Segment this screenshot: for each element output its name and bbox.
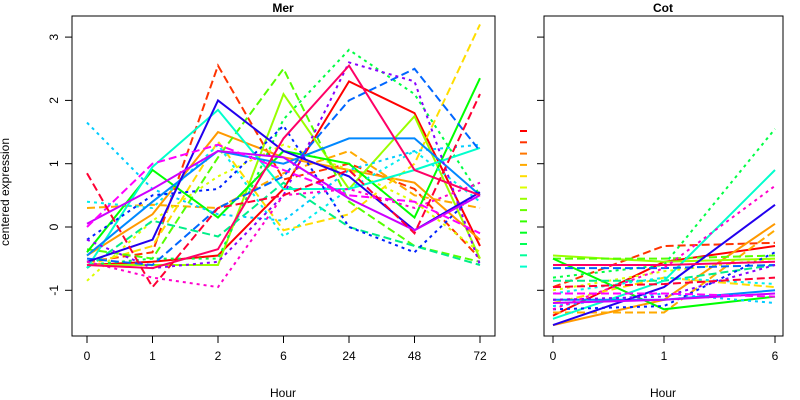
x-tick-label: 72 <box>473 349 487 363</box>
series-line-s19 <box>552 264 776 301</box>
series-line-s16 <box>86 67 481 267</box>
y-tick-label: -1 <box>47 285 61 296</box>
x-tick-label: 48 <box>408 349 422 363</box>
series-line-s20 <box>86 149 481 232</box>
y-tick-label: 1 <box>47 160 61 167</box>
x-axis-label-cot: Hour <box>650 386 676 400</box>
panel-cot: Cot Hour 0 1 6 <box>537 1 784 400</box>
series-line-s24 <box>86 93 481 289</box>
series-line-s20 <box>552 292 776 304</box>
y-tick-label: 0 <box>47 223 61 230</box>
series-line-s4 <box>86 149 481 210</box>
y-tick-label: 3 <box>47 33 61 40</box>
x-tick-label: 0 <box>550 349 557 363</box>
x-tick-label: 1 <box>149 349 156 363</box>
series-line-s21 <box>552 185 776 311</box>
x-tick-label: 1 <box>661 349 668 363</box>
series-line-s23 <box>553 260 776 266</box>
x-tick-label: 6 <box>280 349 287 363</box>
y-tick-label: 2 <box>47 97 61 104</box>
series-line-s12 <box>552 169 776 320</box>
series-line-s2 <box>86 63 481 263</box>
series-line-s13 <box>86 143 481 238</box>
plot-area <box>552 128 776 327</box>
series-line-s6 <box>552 257 776 292</box>
series-line-s18 <box>552 203 776 327</box>
series-line-s10 <box>552 128 776 279</box>
series-line-s10 <box>86 48 481 266</box>
series-line-s23 <box>86 63 481 270</box>
x-tick-label: 0 <box>84 349 91 363</box>
series-line-s22 <box>553 292 776 298</box>
x-tick-label: 24 <box>342 349 356 363</box>
panel-mer: Mer centered expression Hour 0 1 2 6 24 48 72 -… <box>0 1 496 400</box>
x-tick-label: 2 <box>215 349 222 363</box>
x-axis-label-mer: Hour <box>270 386 296 400</box>
series-line-s17 <box>552 251 776 311</box>
panel-title-mer: Mer <box>272 1 294 15</box>
series-line-s17 <box>86 124 481 254</box>
plot-area <box>86 23 481 289</box>
series-line-s24 <box>552 276 776 289</box>
series-line-s15 <box>86 137 481 257</box>
series-line-s22 <box>86 143 481 235</box>
x-tick-label: 6 <box>772 349 779 363</box>
series-line-s9 <box>552 257 776 311</box>
series-line-s16 <box>553 264 776 270</box>
series-line-s11 <box>86 181 481 269</box>
panel-title-cot: Cot <box>653 1 673 15</box>
y-axis-label: centered expression <box>0 138 12 246</box>
series-line-s13 <box>552 276 776 295</box>
series-line-s8 <box>553 254 776 260</box>
series-line-s6 <box>86 143 481 282</box>
series-line-s5 <box>86 23 481 266</box>
color-key <box>520 130 527 268</box>
